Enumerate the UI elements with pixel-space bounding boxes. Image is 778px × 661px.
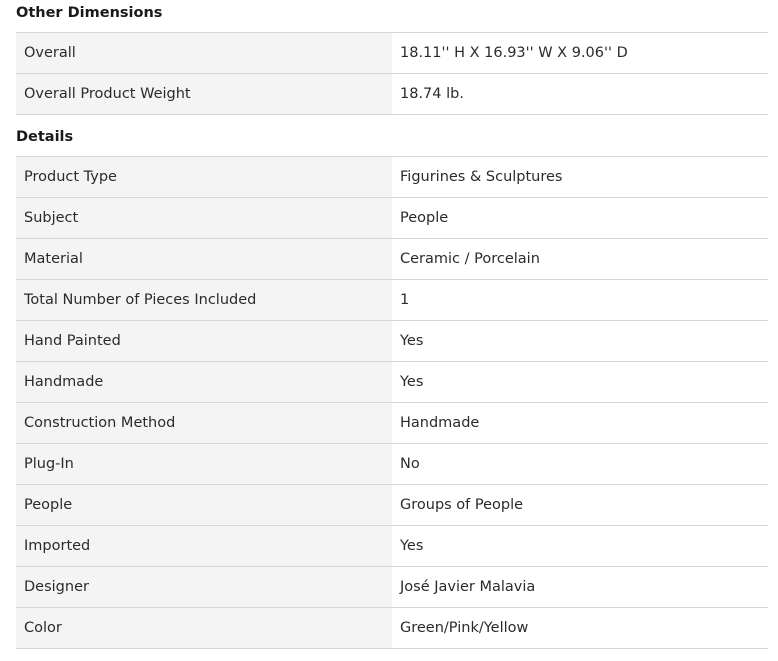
table-row: Imported Yes [16,525,768,567]
spec-section: Other Dimensions Overall 18.11'' H X 16.93… [16,0,768,115]
spec-value: Yes [392,525,768,567]
spec-value: Ceramic / Porcelain [392,238,768,280]
spec-value: Groups of People [392,484,768,526]
spec-table: Product Type Figurines & Sculptures Subjec… [16,156,768,649]
table-row: Plug-In No [16,443,768,485]
section-title: Details [16,129,74,145]
spec-label: Construction Method [16,402,392,444]
spec-value: 18.11'' H X 16.93'' W X 9.06'' D [392,32,768,74]
table-row: People Groups of People [16,484,768,526]
spec-label: People [16,484,392,526]
spec-value: José Javier Malavia [392,566,768,608]
spec-value: 18.74 lb. [392,73,768,115]
table-row: Overall Product Weight 18.74 lb. [16,73,768,115]
spec-label: Overall Product Weight [16,73,392,115]
spec-value: Yes [392,320,768,362]
spec-value: Yes [392,361,768,403]
table-row: Construction Method Handmade [16,402,768,444]
table-row: Handmade Yes [16,361,768,403]
spec-label: Imported [16,525,392,567]
table-row: Overall 18.11'' H X 16.93'' W X 9.06'' D [16,32,768,74]
spec-label: Handmade [16,361,392,403]
table-row: Material Ceramic / Porcelain [16,238,768,280]
spec-section: Details Product Type Figurines & Sculpture… [16,119,768,649]
spec-label: Material [16,238,392,280]
spec-value: 1 [392,279,768,321]
table-row: Total Number of Pieces Included 1 [16,279,768,321]
spec-value: People [392,197,768,239]
spec-label: Total Number of Pieces Included [16,279,392,321]
spec-value: Figurines & Sculptures [392,156,768,198]
spec-label: Subject [16,197,392,239]
table-row: Subject People [16,197,768,239]
spec-label: Product Type [16,156,392,198]
table-row: Product Type Figurines & Sculptures [16,156,768,198]
spec-label: Color [16,607,392,649]
section-title: Other Dimensions [16,5,163,21]
spec-value: No [392,443,768,485]
table-row: Hand Painted Yes [16,320,768,362]
table-row: Designer José Javier Malavia [16,566,768,608]
spec-label: Hand Painted [16,320,392,362]
spec-value: Green/Pink/Yellow [392,607,768,649]
spec-label: Plug-In [16,443,392,485]
spec-value: Handmade [392,402,768,444]
spec-label: Overall [16,32,392,74]
spec-label: Designer [16,566,392,608]
table-row: Color Green/Pink/Yellow [16,607,768,649]
